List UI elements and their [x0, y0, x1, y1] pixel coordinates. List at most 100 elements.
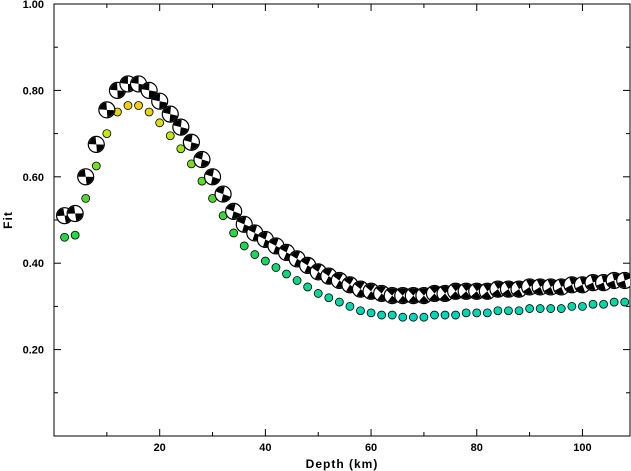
mechanism-quadrant — [269, 238, 279, 246]
mechanism-quadrant — [397, 288, 408, 296]
fit-dot — [387, 310, 397, 320]
mechanism-quadrant — [502, 289, 513, 297]
mechanism-marker — [203, 168, 222, 186]
mechanism-quadrant — [481, 291, 492, 299]
mechanism-quadrant — [322, 268, 333, 277]
fit-dot — [324, 293, 334, 303]
mechanism-quadrant — [429, 293, 440, 301]
mechanism-quadrant — [460, 291, 471, 299]
y-tick-label: 0.20 — [23, 345, 44, 357]
fit-dot — [356, 306, 365, 316]
fit-dot — [250, 250, 260, 259]
mechanism-quadrant — [461, 283, 472, 292]
mechanism-quadrant — [472, 283, 483, 292]
mechanism-quadrant — [211, 176, 220, 185]
fit-dot — [398, 312, 408, 322]
mechanism-quadrant — [194, 152, 204, 160]
x-tick-label: 100 — [573, 442, 591, 454]
mechanism-quadrant — [365, 283, 376, 292]
mechanism-quadrant — [88, 137, 97, 145]
fit-dot — [334, 297, 344, 307]
fit-dot — [493, 306, 503, 316]
y-tick-label: 0.80 — [23, 85, 44, 97]
fit-dot — [165, 131, 175, 141]
fit-dot — [546, 304, 556, 313]
mechanism-quadrant — [258, 232, 268, 240]
mechanism-quadrant — [169, 114, 178, 122]
fit-dot — [535, 304, 545, 313]
y-tick-label: 1.00 — [23, 0, 44, 11]
axis-labels: 20 40 60 80 100 0.20 0.40 0.60 0.80 1.00 Depth (km… — [1, 0, 592, 471]
y-tick-label: 0.60 — [23, 172, 44, 184]
fit-dot — [482, 308, 492, 318]
mechanism-quadrant — [159, 101, 167, 109]
fit-dot — [239, 241, 249, 251]
x-axis-title: Depth (km) — [306, 457, 379, 471]
mechanism-quadrant — [200, 159, 210, 167]
fit-dot — [271, 263, 281, 272]
axes — [53, 3, 631, 437]
mechanism-marker — [140, 81, 158, 100]
mechanism-quadrant — [173, 119, 182, 128]
fit-dot — [144, 107, 154, 117]
mechanism-quadrant — [494, 281, 504, 290]
mechanism-quadrant — [231, 211, 241, 219]
mechanism-quadrant — [301, 257, 311, 266]
fit-dot — [588, 299, 598, 309]
mechanism-quadrant — [344, 277, 354, 285]
mechanism-quadrant — [439, 293, 450, 301]
mechanism-quadrant — [78, 169, 86, 177]
x-tick-label: 40 — [259, 442, 271, 454]
fit-dot — [609, 297, 619, 307]
mechanism-marker — [151, 92, 169, 110]
fit-dot — [430, 310, 439, 320]
mechanism-quadrant — [184, 134, 193, 143]
mechanism-marker — [87, 135, 105, 153]
mechanism-quadrant — [57, 208, 65, 217]
mechanism-quadrant — [312, 264, 322, 272]
mechanism-quadrant — [96, 144, 104, 152]
mechanism-quadrant — [398, 295, 408, 304]
fit-dot — [70, 230, 80, 240]
fit-dot — [556, 304, 566, 313]
mechanism-quadrant — [117, 90, 125, 98]
fit-dot — [81, 193, 91, 203]
mechanism-quadrant — [492, 289, 502, 297]
plot-frame — [53, 3, 631, 437]
mechanism-quadrant — [617, 280, 627, 288]
y-tick-label: 0.40 — [23, 258, 44, 270]
y-axis-title: Fit — [1, 211, 15, 229]
fit-dot — [292, 276, 302, 285]
mechanism-marker — [193, 150, 211, 169]
fit-dot — [366, 308, 376, 318]
fit-dot — [377, 310, 387, 320]
mechanism-quadrant — [376, 286, 386, 294]
mechanism-quadrant — [575, 284, 585, 293]
mechanism-quadrant — [537, 279, 547, 287]
mechanism-quadrant — [141, 83, 150, 91]
mechanism-quadrant — [387, 295, 398, 304]
mechanism-quadrant — [99, 102, 107, 110]
mechanism-marker — [415, 287, 433, 305]
mechanism-quadrant — [408, 295, 419, 303]
mechanism-quadrant — [354, 281, 365, 290]
mechanism-marker — [77, 168, 95, 186]
mechanism-quadrant — [280, 245, 290, 253]
fit-dot — [567, 301, 577, 311]
mechanism-marker — [172, 118, 190, 136]
mechanism-quadrant — [85, 176, 94, 185]
fit-dot — [345, 301, 355, 311]
mechanism-quadrant — [67, 206, 76, 214]
mechanism-quadrant — [450, 291, 461, 299]
fit-dot — [260, 256, 270, 266]
mechanism-quadrant — [290, 251, 301, 259]
fit-dot — [176, 144, 186, 154]
fit-dot — [229, 228, 239, 238]
mechanism-quadrant — [333, 273, 343, 281]
mechanism-quadrant — [75, 213, 83, 221]
fit-dot — [578, 301, 587, 311]
fit-dot — [313, 289, 323, 298]
mechanism-marker — [573, 276, 592, 294]
x-tick-label: 80 — [471, 442, 483, 454]
mechanism-marker — [214, 185, 232, 203]
